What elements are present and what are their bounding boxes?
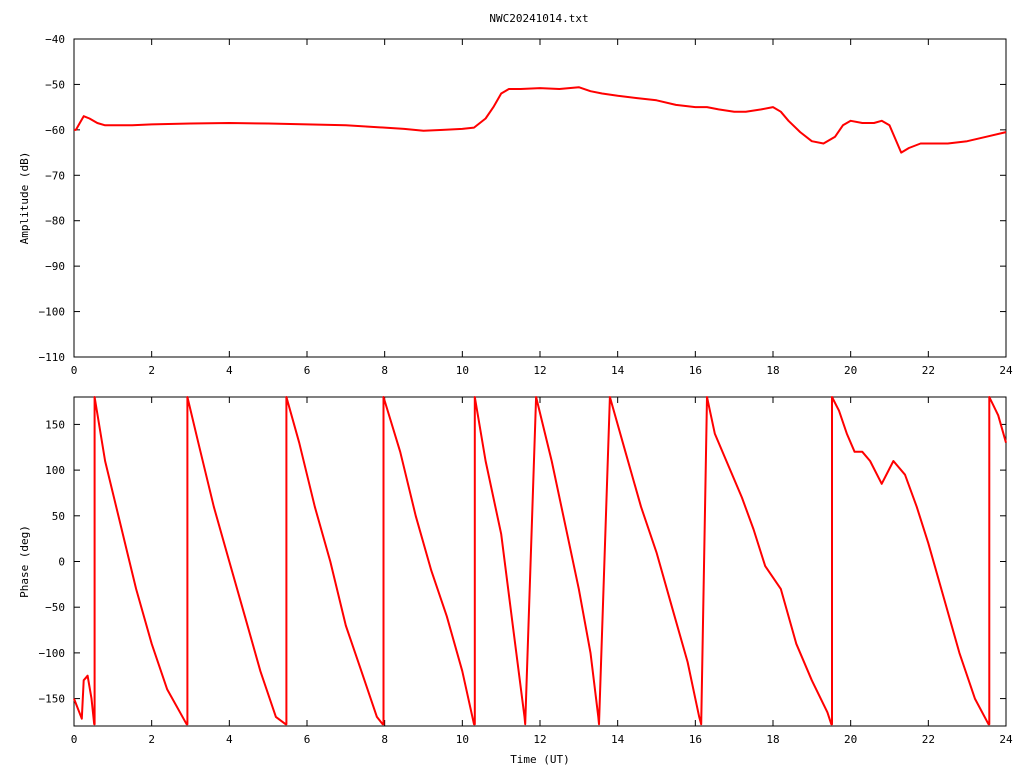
x-tick-label: 12 [533,364,546,377]
y-axis-label: Amplitude (dB) [18,152,31,245]
x-tick-label: 8 [381,364,388,377]
y-tick-label: 100 [45,464,65,477]
y-tick-label: −90 [45,260,65,273]
y-tick-label: −70 [45,169,65,182]
x-tick-label: 10 [456,364,469,377]
x-tick-label: 20 [844,364,857,377]
series-line [74,86,1007,154]
x-tick-label: 22 [922,364,935,377]
x-tick-label: 4 [226,733,233,746]
x-tick-label: 20 [844,733,857,746]
x-tick-label: 24 [999,364,1013,377]
chart-title: NWC20241014.txt [489,12,588,25]
y-tick-label: −60 [45,124,65,137]
x-tick-label: 16 [689,364,702,377]
x-tick-label: 10 [456,733,469,746]
x-tick-label: 18 [766,733,779,746]
y-tick-label: −110 [39,351,66,364]
x-tick-label: 18 [766,364,779,377]
y-tick-label: −80 [45,215,65,228]
x-tick-label: 2 [148,364,155,377]
x-tick-label: 8 [381,733,388,746]
x-tick-label: 12 [533,733,546,746]
y-tick-label: −100 [39,647,66,660]
x-axis-label: Time (UT) [510,753,570,766]
x-tick-label: 22 [922,733,935,746]
y-axis-label: Phase (deg) [18,525,31,598]
y-tick-label: 0 [58,556,65,569]
y-tick-label: −50 [45,601,65,614]
x-tick-label: 0 [71,364,78,377]
y-tick-label: 150 [45,418,65,431]
x-tick-label: 16 [689,733,702,746]
amplitude-panel: 0 2 4 6 8 10 12 14 16 18 20 22 24−40−50−60−70−80−90−… [18,33,1013,377]
y-tick-label: −40 [45,33,65,46]
y-tick-label: −50 [45,78,65,91]
y-tick-label: −150 [39,693,66,706]
y-tick-label: 50 [52,510,65,523]
phase-panel: 0 2 4 6 8 10 12 14 16 18 20 22 24150100500−50−100−15… [18,396,1013,766]
x-tick-label: 6 [304,733,311,746]
x-tick-label: 6 [304,364,311,377]
x-tick-label: 0 [71,733,78,746]
x-tick-label: 24 [999,733,1013,746]
x-tick-label: 14 [611,733,625,746]
x-tick-label: 4 [226,364,233,377]
y-tick-label: −100 [39,306,66,319]
series-line [73,396,1007,726]
x-tick-label: 14 [611,364,625,377]
x-tick-label: 2 [148,733,155,746]
